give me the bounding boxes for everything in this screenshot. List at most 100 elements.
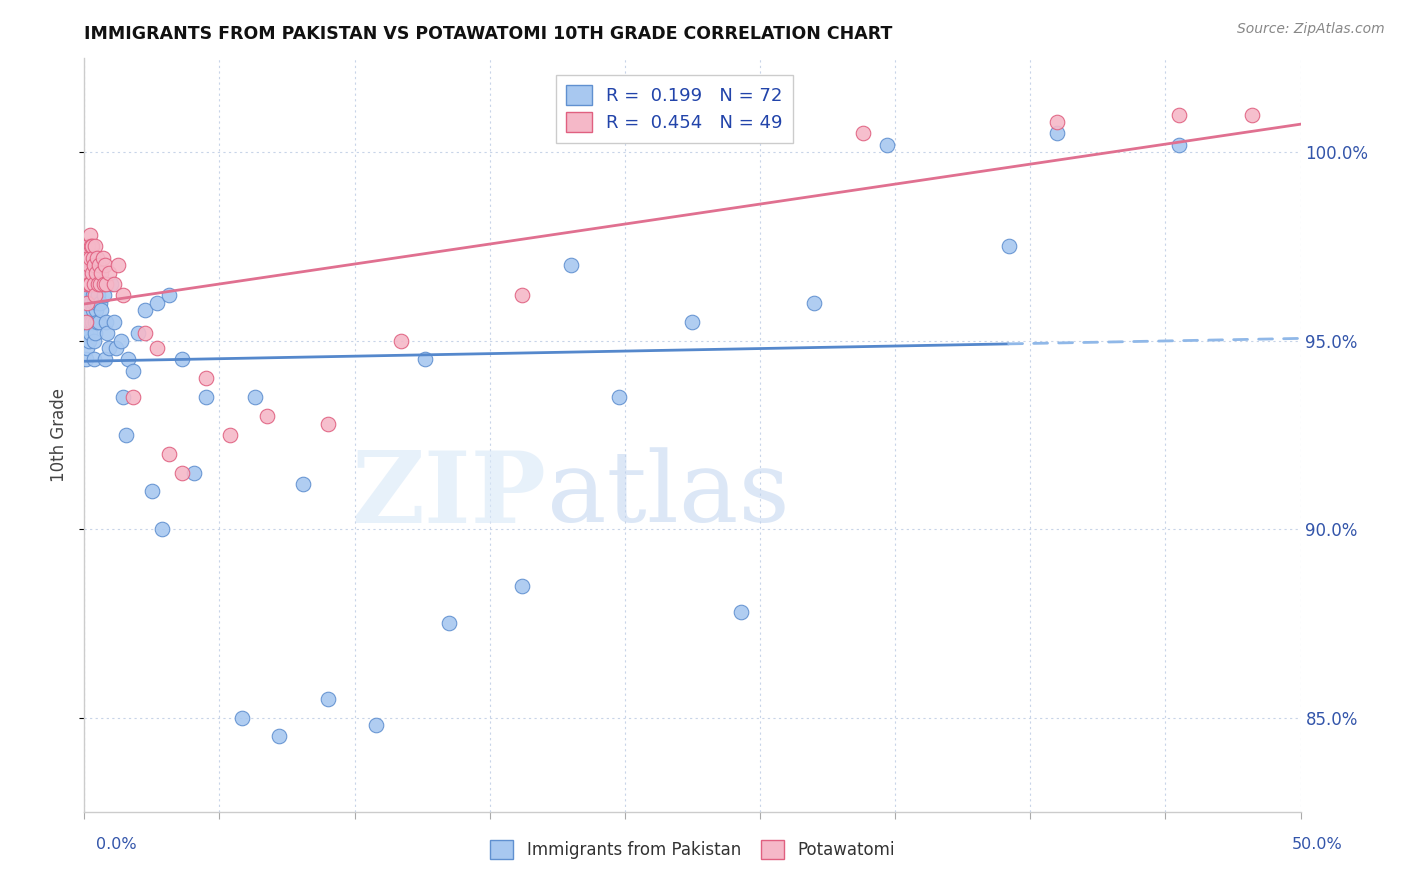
Point: [82, 277, 104, 292]
Point: [87, 277, 110, 292]
Point: [510, 288, 533, 302]
Point: [77, 303, 100, 318]
Point: [122, 364, 145, 378]
Point: [79, 326, 101, 340]
Text: 50.0%: 50.0%: [1292, 838, 1343, 852]
Point: [413, 352, 436, 367]
Point: [82, 288, 104, 302]
Point: [77, 239, 100, 253]
Point: [852, 127, 875, 141]
Point: [510, 579, 533, 593]
Point: [83, 315, 105, 329]
Point: [84, 239, 107, 253]
Point: [96, 315, 118, 329]
Point: [87, 266, 110, 280]
Point: [76, 251, 98, 265]
Point: [170, 466, 193, 480]
Point: [243, 390, 266, 404]
Point: [366, 718, 388, 732]
Point: [97, 341, 120, 355]
Point: [96, 326, 118, 340]
Point: [93, 277, 115, 292]
Point: [77, 296, 100, 310]
Point: [103, 277, 125, 292]
Point: [83, 352, 105, 367]
Point: [87, 288, 110, 302]
Point: [77, 277, 100, 292]
Point: [112, 288, 135, 302]
Point: [80, 258, 103, 272]
Point: [86, 315, 108, 329]
Point: [876, 137, 898, 152]
Point: [83, 296, 105, 310]
Point: [110, 334, 132, 348]
Text: ZIP: ZIP: [352, 447, 547, 543]
Point: [77, 258, 100, 272]
Legend: Immigrants from Pakistan, Potawatomi: Immigrants from Pakistan, Potawatomi: [482, 832, 903, 867]
Point: [86, 251, 108, 265]
Point: [83, 258, 105, 272]
Point: [134, 326, 156, 340]
Point: [94, 352, 117, 367]
Point: [76, 296, 98, 310]
Text: Source: ZipAtlas.com: Source: ZipAtlas.com: [1237, 22, 1385, 37]
Point: [79, 228, 101, 243]
Point: [80, 296, 103, 310]
Point: [82, 239, 104, 253]
Point: [83, 277, 105, 292]
Point: [1046, 127, 1069, 141]
Point: [90, 303, 112, 318]
Point: [86, 296, 108, 310]
Point: [87, 315, 110, 329]
Point: [79, 251, 101, 265]
Point: [82, 303, 104, 318]
Point: [389, 334, 412, 348]
Text: 0.0%: 0.0%: [96, 838, 136, 852]
Point: [82, 251, 104, 265]
Point: [292, 476, 315, 491]
Point: [219, 428, 242, 442]
Point: [1240, 107, 1263, 121]
Point: [1167, 107, 1189, 121]
Point: [159, 288, 181, 302]
Point: [803, 296, 825, 310]
Point: [997, 239, 1019, 253]
Point: [89, 296, 111, 310]
Point: [84, 277, 107, 292]
Point: [682, 127, 704, 141]
Text: atlas: atlas: [547, 447, 789, 543]
Point: [150, 522, 173, 536]
Text: IMMIGRANTS FROM PAKISTAN VS POTAWATOMI 10TH GRADE CORRELATION CHART: IMMIGRANTS FROM PAKISTAN VS POTAWATOMI 1…: [84, 25, 893, 43]
Point: [90, 266, 112, 280]
Point: [79, 315, 101, 329]
Point: [682, 315, 704, 329]
Point: [91, 251, 114, 265]
Point: [84, 326, 107, 340]
Point: [127, 326, 149, 340]
Point: [84, 266, 107, 280]
Point: [79, 277, 101, 292]
Point: [231, 710, 253, 724]
Point: [94, 258, 117, 272]
Point: [103, 315, 125, 329]
Point: [439, 616, 461, 631]
Point: [159, 447, 181, 461]
Point: [83, 334, 105, 348]
Point: [77, 288, 100, 302]
Point: [117, 352, 139, 367]
Point: [183, 466, 205, 480]
Point: [97, 266, 120, 280]
Point: [96, 277, 118, 292]
Point: [107, 258, 129, 272]
Point: [267, 730, 290, 744]
Point: [80, 239, 103, 253]
Point: [75, 352, 97, 367]
Point: [194, 371, 218, 385]
Y-axis label: 10th Grade: 10th Grade: [51, 388, 69, 482]
Point: [77, 277, 100, 292]
Point: [730, 605, 752, 619]
Point: [146, 296, 169, 310]
Point: [79, 266, 101, 280]
Point: [114, 428, 136, 442]
Point: [83, 288, 105, 302]
